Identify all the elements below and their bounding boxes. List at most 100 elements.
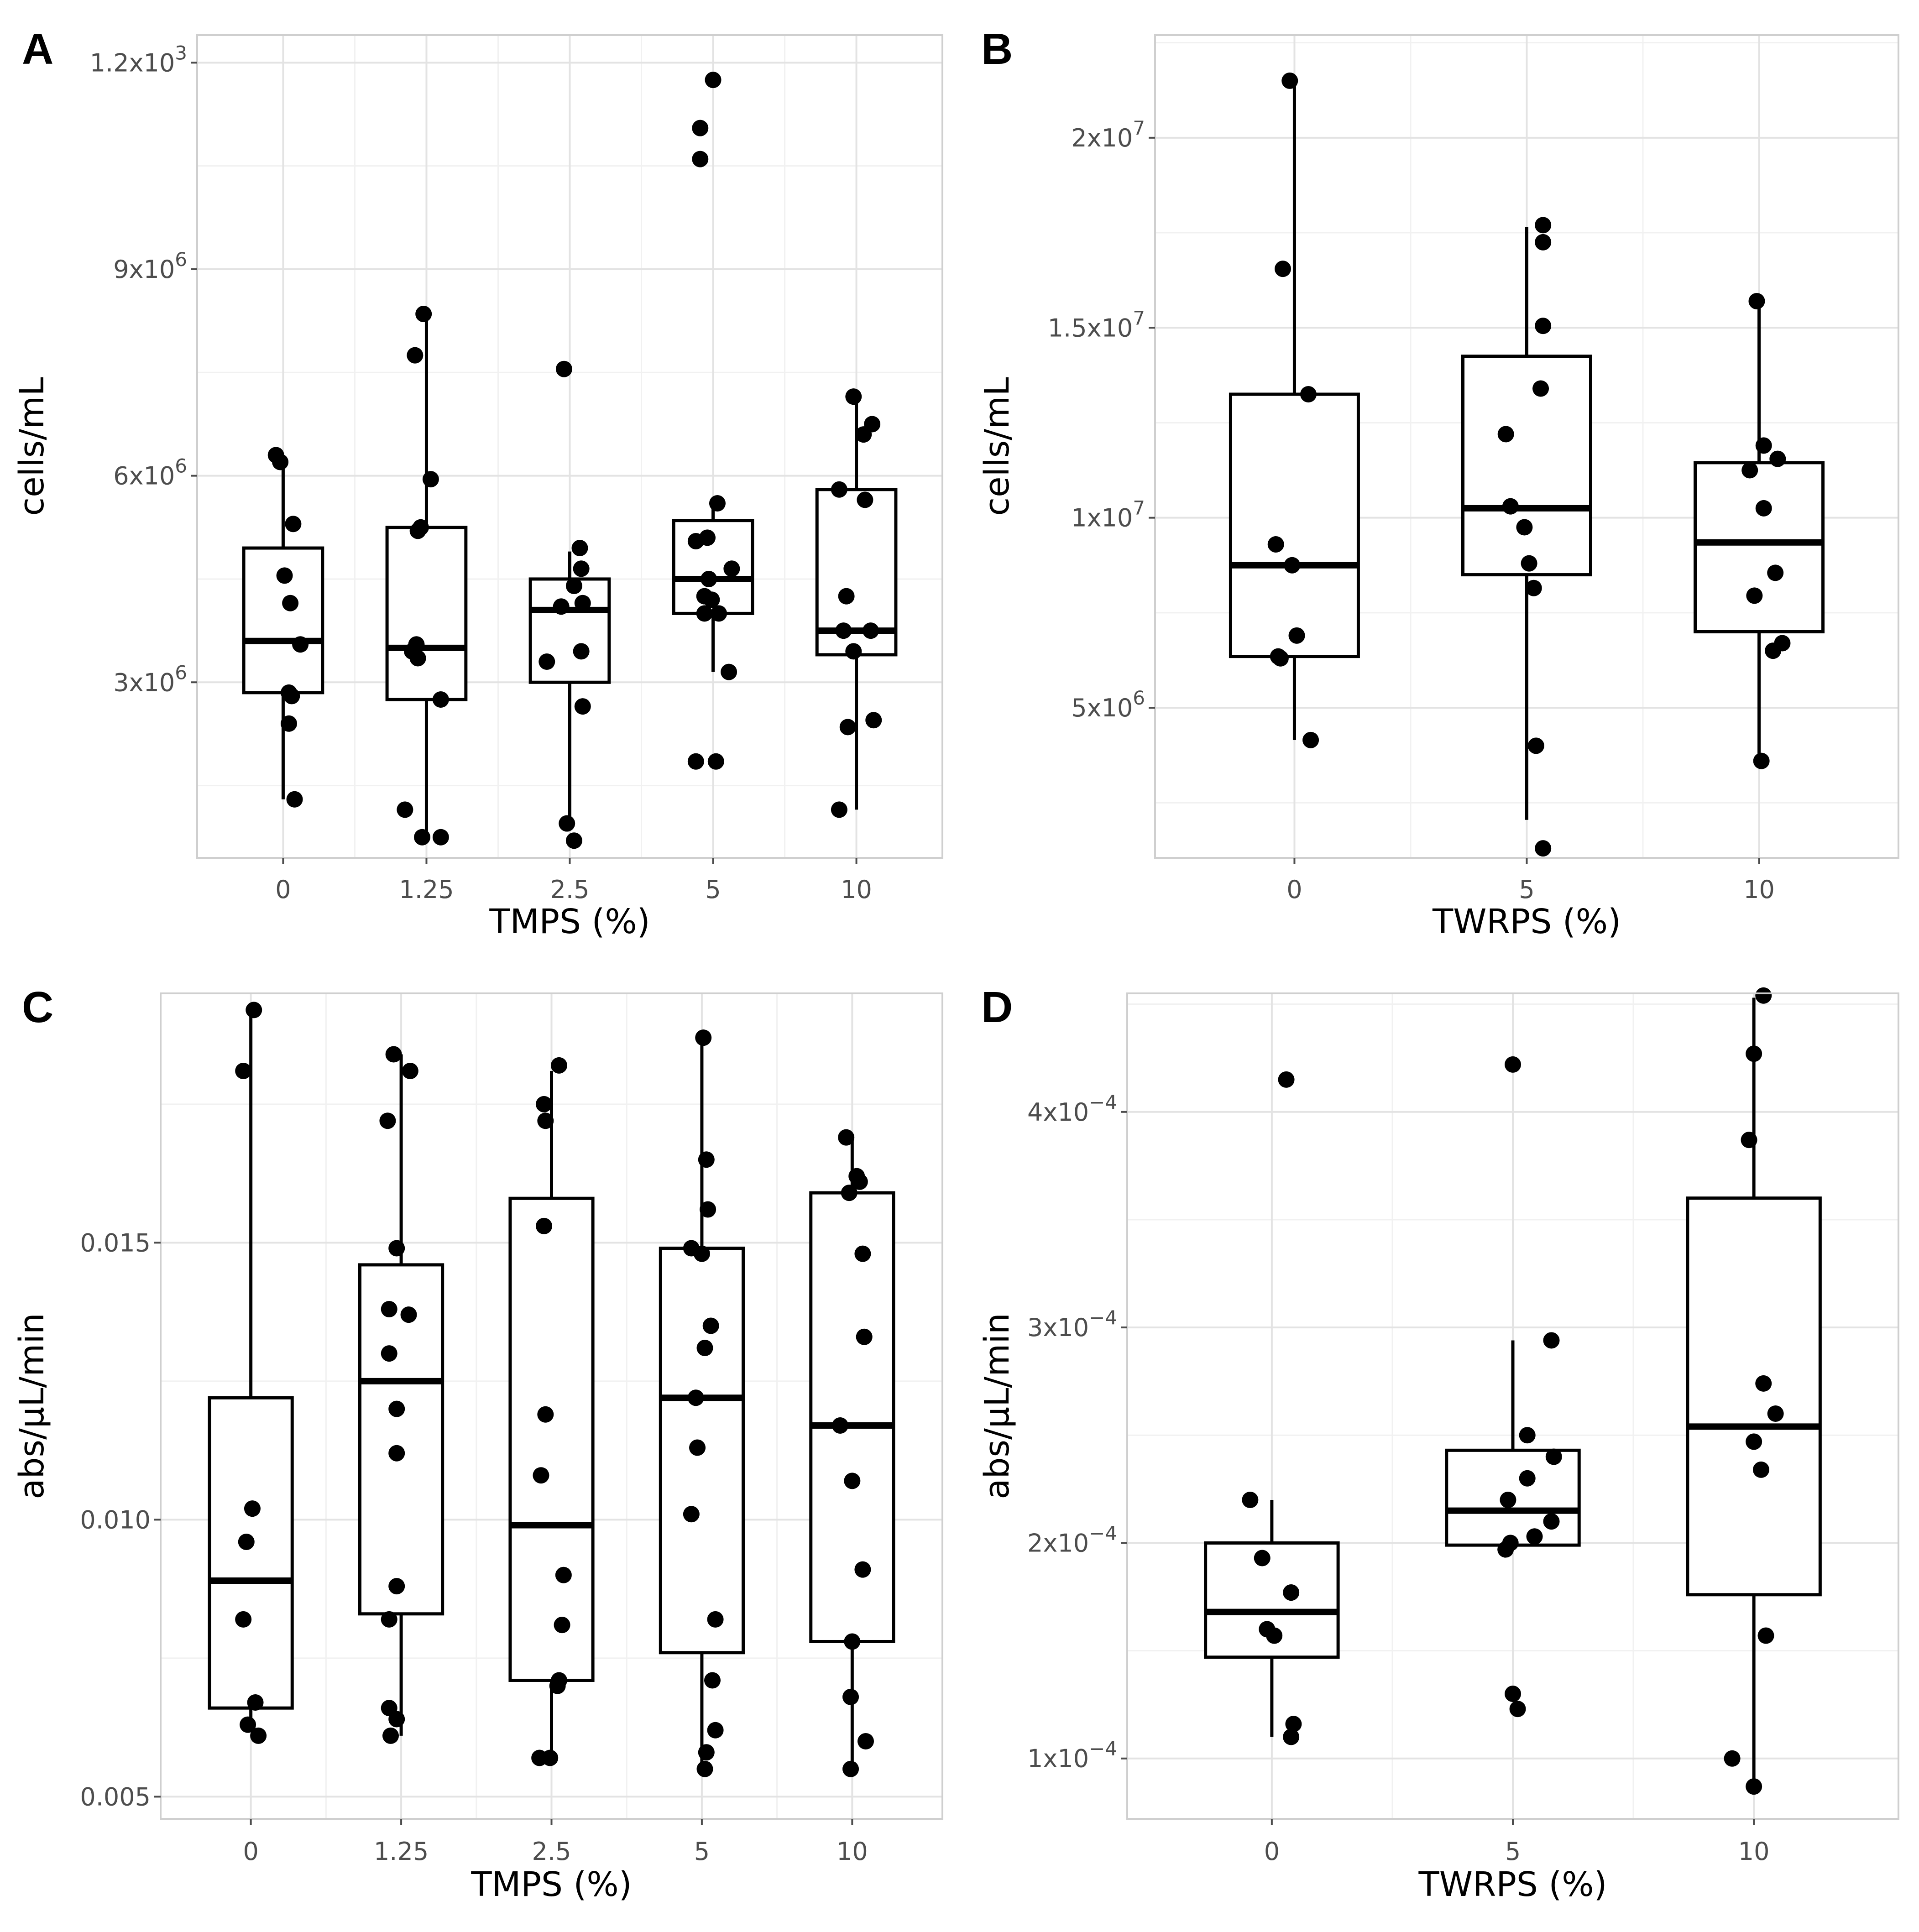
data-point bbox=[1535, 234, 1552, 251]
data-point bbox=[721, 663, 737, 680]
data-point bbox=[565, 578, 582, 595]
data-point bbox=[235, 1611, 252, 1628]
data-point bbox=[709, 495, 726, 512]
data-point bbox=[705, 72, 722, 89]
data-point bbox=[400, 1306, 417, 1323]
data-point bbox=[831, 1417, 848, 1434]
data-point bbox=[381, 1345, 397, 1362]
data-point bbox=[703, 591, 720, 608]
data-point bbox=[573, 643, 590, 660]
y-tick-label: 0.005 bbox=[80, 1782, 151, 1811]
data-point bbox=[1266, 1627, 1283, 1644]
data-point bbox=[723, 560, 740, 577]
data-point bbox=[276, 567, 293, 584]
data-point bbox=[574, 595, 591, 611]
data-point bbox=[856, 1328, 873, 1345]
box-iqr bbox=[1694, 461, 1825, 633]
data-point bbox=[571, 540, 588, 557]
y-tick-label: 1x10−4 bbox=[1027, 1738, 1117, 1773]
data-point bbox=[397, 801, 413, 818]
box-iqr bbox=[809, 1191, 895, 1643]
x-tick-label: 10 bbox=[837, 1837, 868, 1866]
data-point bbox=[695, 1029, 712, 1046]
data-point bbox=[536, 1217, 553, 1234]
data-point bbox=[692, 120, 709, 136]
data-point bbox=[402, 1062, 418, 1079]
data-point bbox=[1746, 1778, 1762, 1795]
data-point bbox=[381, 1611, 397, 1628]
data-point bbox=[1500, 1491, 1516, 1508]
data-point bbox=[841, 1185, 858, 1201]
data-point bbox=[1497, 426, 1514, 443]
data-point bbox=[385, 1046, 402, 1063]
data-point bbox=[555, 360, 572, 377]
data-point bbox=[244, 1500, 261, 1517]
data-point bbox=[696, 1340, 713, 1357]
box-iqr bbox=[1229, 392, 1360, 658]
panel-d: 1x10−4 2x10−4 3x10−4 4x10−4 0 5 10 TWRPS (%) abs… bbox=[978, 983, 1899, 1904]
data-point bbox=[1752, 1461, 1769, 1478]
data-point bbox=[240, 1716, 256, 1733]
data-point bbox=[574, 698, 591, 715]
data-point bbox=[711, 605, 727, 622]
y-tick-label: 0.010 bbox=[80, 1505, 151, 1534]
data-point bbox=[1516, 519, 1533, 536]
x-tick-label: 0 bbox=[1264, 1837, 1280, 1866]
data-point bbox=[862, 622, 879, 639]
data-point bbox=[286, 791, 303, 808]
y-tick-label: 1.2x103 bbox=[90, 42, 187, 77]
data-point bbox=[1535, 840, 1552, 857]
data-point bbox=[854, 1245, 871, 1262]
y-tick-label: 2x107 bbox=[1071, 117, 1145, 152]
data-point bbox=[854, 1561, 871, 1578]
data-point bbox=[855, 426, 872, 443]
data-point bbox=[247, 1694, 264, 1711]
data-point bbox=[238, 1533, 255, 1550]
data-point bbox=[838, 588, 855, 605]
data-point bbox=[689, 1439, 706, 1456]
data-point bbox=[698, 1151, 715, 1168]
data-point bbox=[696, 1760, 713, 1777]
panel-letter: A bbox=[22, 25, 53, 73]
data-point bbox=[1285, 1716, 1302, 1733]
y-tick-label: 5x106 bbox=[1071, 687, 1145, 722]
data-point bbox=[1748, 292, 1765, 309]
data-point bbox=[1272, 650, 1289, 667]
data-point bbox=[1519, 1427, 1536, 1444]
x-tick-label: 10 bbox=[1738, 1837, 1770, 1866]
data-point bbox=[1242, 1491, 1259, 1508]
data-point bbox=[292, 636, 309, 653]
box-iqr bbox=[1461, 355, 1592, 577]
y-axis-title: cells/mL bbox=[978, 377, 1017, 516]
data-point bbox=[246, 1002, 262, 1018]
data-point bbox=[845, 388, 862, 405]
data-point bbox=[1288, 627, 1305, 644]
data-point bbox=[415, 306, 432, 323]
panel-letter: B bbox=[981, 25, 1013, 73]
panel-a: 3x106 6x106 9x106 1.2x103 0 1.25 2.5 5 10 TMPS (%… bbox=[12, 25, 943, 941]
data-point bbox=[553, 598, 570, 615]
data-point bbox=[857, 491, 873, 508]
x-tick-label: 5 bbox=[694, 1837, 710, 1866]
data-point bbox=[1741, 462, 1758, 479]
data-point bbox=[555, 1566, 572, 1583]
data-point bbox=[692, 151, 709, 167]
panel-c: 0.005 0.010 0.015 0 1.25 2.5 5 10 TMPS (%) abs/μL… bbox=[12, 983, 943, 1904]
x-tick-label: 0 bbox=[1286, 875, 1302, 904]
data-point bbox=[1755, 1375, 1772, 1392]
data-point bbox=[839, 719, 856, 736]
y-tick-label: 2x10−4 bbox=[1027, 1522, 1117, 1557]
data-point bbox=[1284, 557, 1301, 574]
data-point bbox=[1526, 1528, 1543, 1545]
x-tick-label: 0 bbox=[243, 1837, 258, 1866]
data-point bbox=[1274, 261, 1291, 277]
data-point bbox=[537, 1112, 554, 1129]
data-point bbox=[1521, 555, 1537, 572]
data-point bbox=[687, 753, 704, 770]
y-tick-label: 1x107 bbox=[1071, 497, 1145, 533]
y-tick-label: 6x106 bbox=[113, 455, 187, 491]
data-point bbox=[698, 1744, 715, 1761]
box-iqr bbox=[358, 1263, 444, 1616]
y-tick-label: 9x106 bbox=[113, 248, 187, 284]
panel-b: 5x106 1x107 1.5x107 2x107 0 5 10 TWRPS (%) cells… bbox=[978, 25, 1899, 941]
